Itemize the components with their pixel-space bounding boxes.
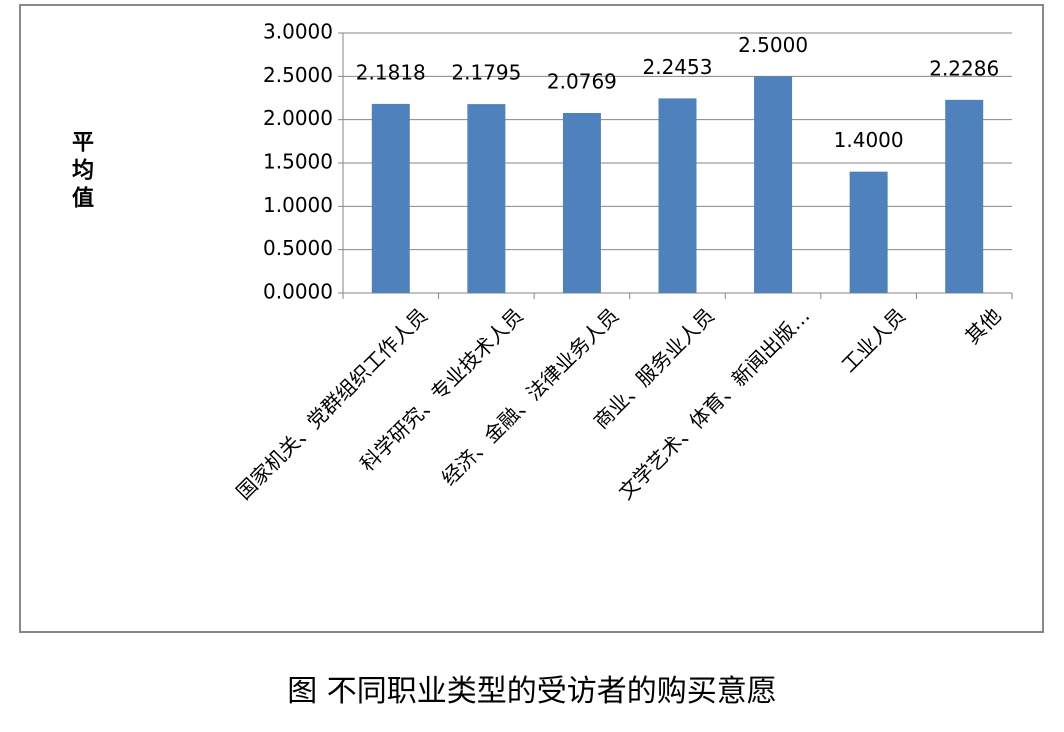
y-tick-label: 0.0000 [263, 280, 333, 304]
data-label: 2.2286 [929, 56, 999, 80]
bar [562, 113, 601, 293]
data-label: 2.1818 [356, 60, 426, 84]
chart-title: 图 不同职业类型的受访者的购买意愿 [287, 674, 777, 709]
data-label: 2.5000 [738, 33, 808, 57]
data-label: 2.0769 [547, 70, 617, 94]
y-tick-label: 1.5000 [263, 150, 333, 174]
data-label: 2.1795 [451, 61, 521, 85]
chart-border [19, 4, 1044, 633]
bar [467, 104, 506, 293]
data-label: 2.2453 [643, 55, 713, 79]
y-tick-label: 2.5000 [263, 63, 333, 87]
y-axis-label: 平均值 [68, 130, 94, 214]
bar [849, 171, 888, 293]
bar [658, 98, 697, 293]
y-tick-label: 2.0000 [263, 106, 333, 130]
bar [754, 76, 793, 293]
y-tick-label: 1.0000 [263, 193, 333, 217]
bar [371, 103, 410, 293]
y-tick-label: 3.0000 [263, 20, 333, 44]
data-label: 1.4000 [834, 128, 904, 152]
y-tick-label: 0.5000 [263, 236, 333, 260]
bar [945, 99, 984, 293]
